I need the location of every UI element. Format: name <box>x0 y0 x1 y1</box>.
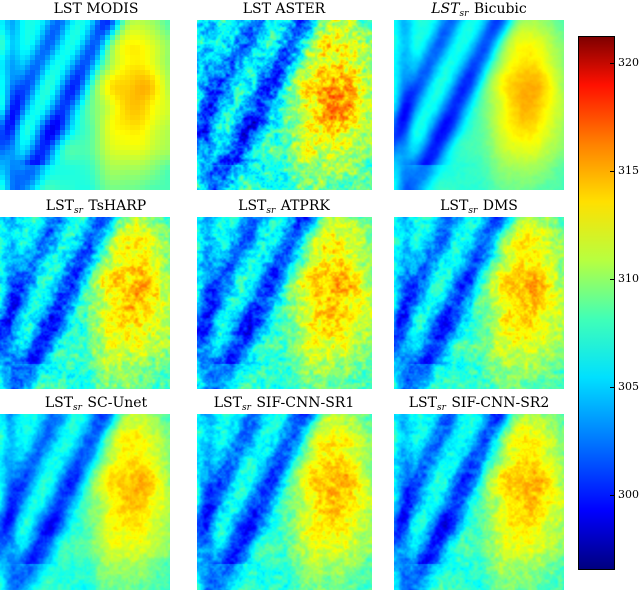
lst-aster-image <box>197 20 372 190</box>
panel-title-tsharp: LSTsr TsHARP <box>45 198 147 216</box>
colorbar-tick-320 <box>610 63 615 64</box>
dms-image <box>394 217 564 389</box>
panel-title-dms: LSTsr DMS <box>440 198 518 216</box>
bicubic-image <box>394 20 564 190</box>
colorbar-label-315: 315 <box>618 164 639 177</box>
atprk-image <box>197 217 372 389</box>
panel-title-lst-modis: LST MODIS <box>53 1 139 17</box>
sif-cnn-sr2-image <box>394 414 564 590</box>
colorbar <box>578 36 615 570</box>
tsharp-image <box>0 217 170 389</box>
panel-title-bicubic: LSTsr Bicubic <box>431 1 527 19</box>
colorbar-tick-305 <box>610 387 615 388</box>
panel-title-atprk: LSTsr ATPRK <box>238 198 330 216</box>
lst-modis-image <box>0 20 170 190</box>
colorbar-tick-300 <box>610 495 615 496</box>
panel-title-sc-unet: LSTsr SC-Unet <box>44 395 148 413</box>
colorbar-label-305: 305 <box>618 380 639 393</box>
sif-cnn-sr1-image <box>197 414 372 590</box>
panel-title-lst-aster: LST ASTER <box>242 1 326 17</box>
colorbar-label-300: 300 <box>618 488 639 501</box>
colorbar-label-310: 310 <box>618 272 639 285</box>
sc-unet-image <box>0 414 170 590</box>
panel-title-sif-cnn-sr1: LSTsr SIF-CNN-SR1 <box>213 395 355 413</box>
colorbar-label-320: 320 <box>618 56 639 69</box>
colorbar-tick-315 <box>610 171 615 172</box>
colorbar-tick-310 <box>610 279 615 280</box>
panel-title-sif-cnn-sr2: LSTsr SIF-CNN-SR2 <box>408 395 550 413</box>
